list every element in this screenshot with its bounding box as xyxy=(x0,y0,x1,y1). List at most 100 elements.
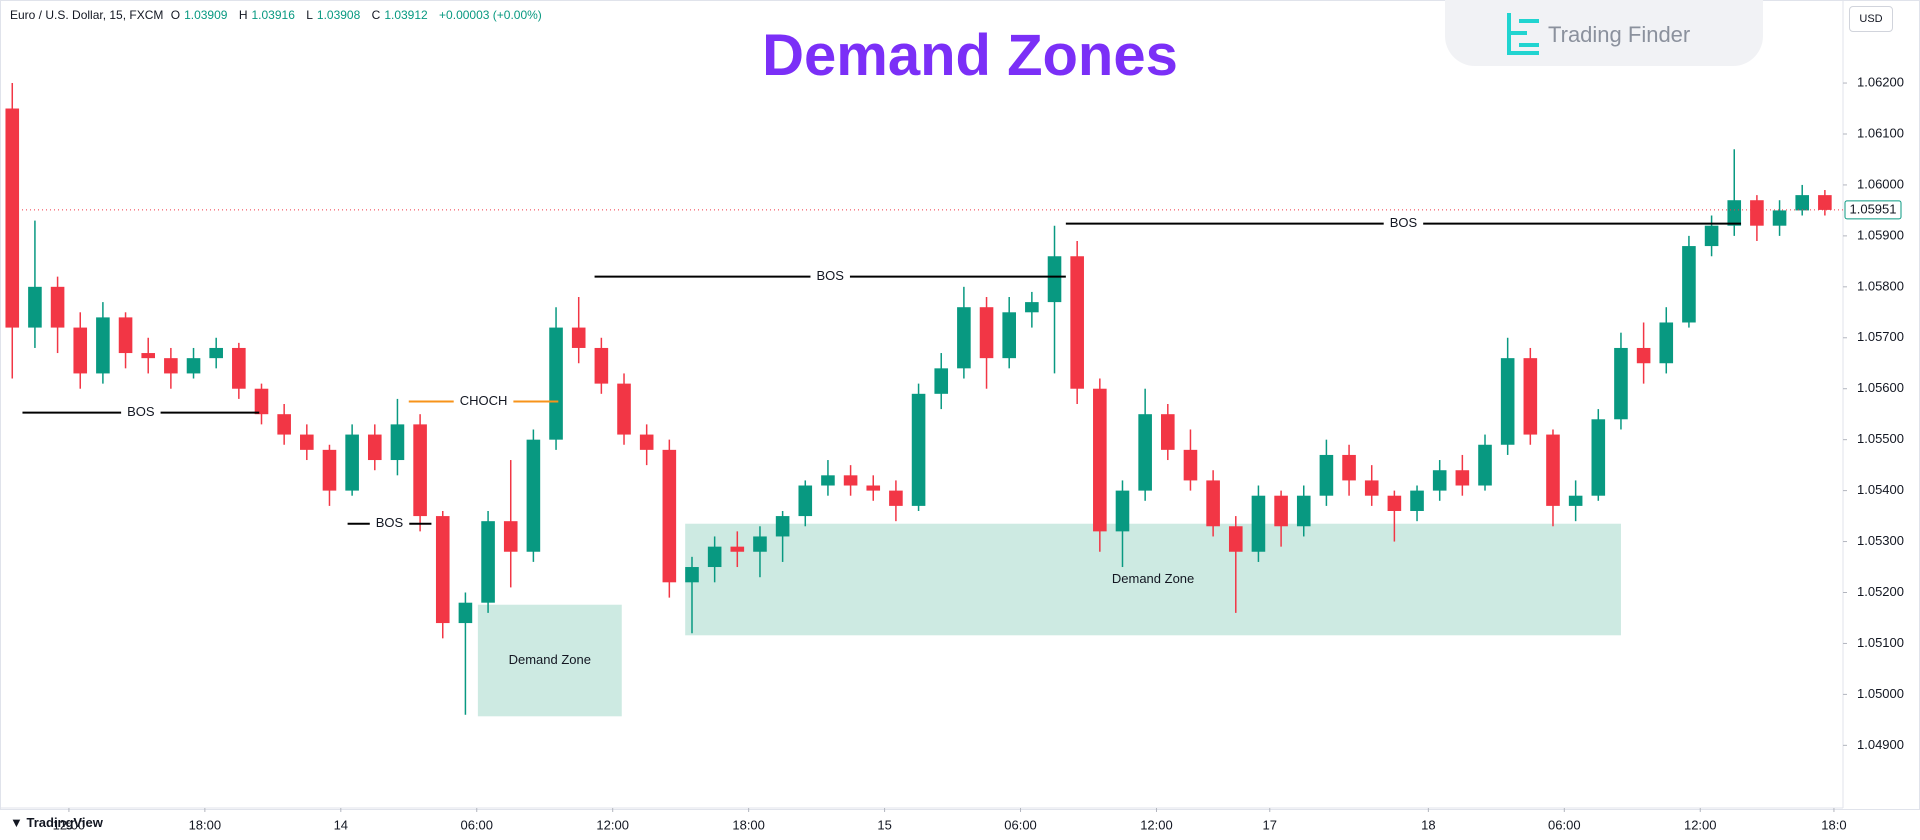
candle-body xyxy=(685,567,699,583)
y-tick-label: 1.06100 xyxy=(1857,125,1904,140)
candle-body xyxy=(345,434,359,491)
candle-body xyxy=(571,327,586,348)
candle-body xyxy=(50,286,65,328)
label-background xyxy=(369,515,410,532)
candle-body xyxy=(186,358,201,374)
candle-body xyxy=(1183,449,1198,481)
candle-body xyxy=(1750,200,1764,226)
ohlc-value: 1.03916 xyxy=(251,8,295,22)
chart-title: Demand Zones xyxy=(762,23,1178,88)
candle-body xyxy=(843,475,858,486)
last-price-label: 1.05951 xyxy=(1850,201,1897,216)
structure-label-group: BOS xyxy=(810,268,850,285)
candle-body xyxy=(28,286,42,328)
candle-body xyxy=(1636,347,1651,364)
last-price-tag xyxy=(1844,200,1902,220)
candle-body xyxy=(1364,480,1379,496)
candle-body xyxy=(1161,414,1175,450)
candle-body xyxy=(1251,495,1266,552)
candle-body xyxy=(1523,358,1538,435)
candle-body xyxy=(979,307,994,359)
candle-body xyxy=(707,546,722,568)
candle-body xyxy=(1772,210,1787,226)
candle-body xyxy=(1455,470,1470,486)
candle-body xyxy=(1115,490,1130,532)
ohlc: C 1.03912 xyxy=(372,8,432,22)
ohlc: H 1.03916 xyxy=(239,8,299,22)
candle-body xyxy=(1206,480,1220,527)
candle-body xyxy=(549,327,563,440)
footer-text: TradingView xyxy=(26,815,103,830)
x-tick-label: 12:00 xyxy=(53,817,86,832)
footer-brand: ▼ TradingView xyxy=(10,815,103,830)
candle-body xyxy=(753,536,767,552)
candle-body xyxy=(435,516,450,624)
candle-body xyxy=(911,393,926,506)
y-tick-label: 1.05200 xyxy=(1857,584,1904,599)
candle-body xyxy=(118,317,133,354)
demand-zone xyxy=(685,523,1621,636)
candle-body xyxy=(1093,388,1107,532)
candle-body xyxy=(821,475,835,486)
candle-body xyxy=(73,327,88,374)
zone-label: Demand Zone xyxy=(509,652,591,667)
candle-body xyxy=(1002,312,1016,359)
label-background xyxy=(1383,215,1424,232)
y-tick-label: 1.04900 xyxy=(1857,737,1904,752)
y-tick-label: 1.06000 xyxy=(1857,176,1904,191)
candle-body xyxy=(1614,347,1628,420)
candle-body xyxy=(798,485,813,517)
candle-body xyxy=(889,490,903,506)
candle-body xyxy=(1296,495,1311,527)
brand-icon xyxy=(1507,13,1539,55)
x-tick-label: 15 xyxy=(877,817,891,832)
x-tick-label: 12:00 xyxy=(1140,817,1173,832)
ohlc-key: H xyxy=(238,8,248,22)
y-tick-label: 1.05900 xyxy=(1857,227,1904,242)
candle-body xyxy=(1432,470,1447,491)
plot-frame xyxy=(0,0,1920,810)
candle-body xyxy=(1138,414,1152,491)
x-tick-label: 18:00 xyxy=(732,817,765,832)
x-tick-label: 14 xyxy=(334,817,348,832)
y-tick-label: 1.05100 xyxy=(1857,635,1904,650)
candle-body xyxy=(730,546,745,552)
structure-label-group: CHOCH xyxy=(453,393,514,410)
y-tick-label: 1.05700 xyxy=(1857,329,1904,344)
x-tick-label: 18 xyxy=(1421,817,1435,832)
ohlc: L 1.03908 xyxy=(306,8,364,22)
y-tick-label: 1.05400 xyxy=(1857,482,1904,497)
currency-button[interactable]: USD xyxy=(1849,6,1893,32)
brand-tab: Trading Finder xyxy=(1445,0,1763,66)
candle-body xyxy=(5,108,20,328)
y-tick-label: 1.05800 xyxy=(1857,278,1904,293)
candle-body xyxy=(96,317,110,374)
candle-body xyxy=(1795,195,1810,211)
candle-body xyxy=(1025,302,1039,313)
candle-body xyxy=(1410,490,1424,511)
x-tick-label: 18:0 xyxy=(1821,817,1846,832)
candle-body xyxy=(481,521,495,603)
candle-body xyxy=(866,485,881,491)
ohlc-value: 1.03908 xyxy=(316,8,361,22)
candle-body xyxy=(662,449,677,583)
candle-body xyxy=(1727,200,1742,226)
ohlc-value: 1.03909 xyxy=(184,8,228,22)
brand-name: Trading Finder xyxy=(1548,22,1691,47)
candle-body xyxy=(775,516,790,537)
ohlc: O 1.03909 xyxy=(171,8,232,22)
candle-body xyxy=(232,347,246,389)
ohlc-key: O xyxy=(170,8,181,22)
ohlc-value: 1.03912 xyxy=(384,8,428,22)
candle-body xyxy=(1228,526,1243,552)
candle-body xyxy=(503,521,518,552)
x-tick-label: 06:00 xyxy=(1004,817,1037,832)
candle-body xyxy=(1546,434,1560,506)
x-tick-label: 17 xyxy=(1263,817,1277,832)
candle-body xyxy=(1070,256,1084,389)
candle-body xyxy=(1342,454,1356,481)
label-background xyxy=(810,268,850,285)
structure-label: BOS xyxy=(376,515,404,530)
